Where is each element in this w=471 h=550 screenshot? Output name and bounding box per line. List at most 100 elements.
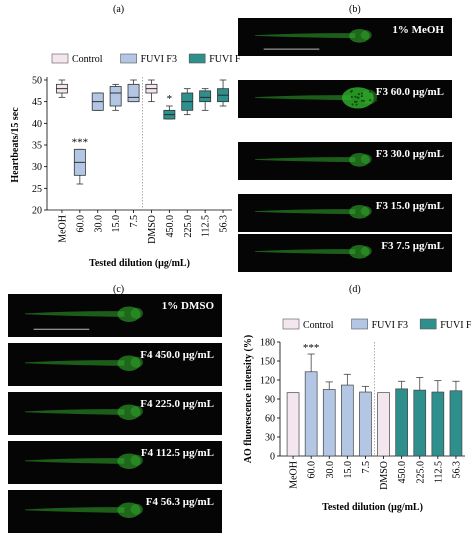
legend-swatch (52, 54, 68, 63)
x-tick-label: 56.3 (451, 461, 462, 479)
y-tick-label: 90 (265, 395, 275, 406)
bar-15.0 (341, 385, 353, 456)
y-tick-label: 20 (32, 206, 42, 217)
y-axis-label: AO fluorescence intensity (%) (243, 335, 254, 463)
x-tick-label: DMSO (379, 461, 390, 490)
x-tick-label: 15.0 (111, 215, 122, 233)
box-60.0 (74, 149, 85, 184)
legend-label: FUVI F3 (141, 54, 177, 65)
box-56.3 (218, 80, 229, 106)
y-tick-label: 60 (265, 414, 275, 425)
micrograph-1: 1% DMSO (8, 294, 222, 337)
significance-mark: *** (72, 136, 89, 148)
panel-letter-b: (b) (349, 4, 361, 15)
micrograph-label: F4 56.3 μg/mL (146, 496, 214, 508)
y-axis-label: Heartbeats/15 sec (10, 107, 21, 183)
micrograph-2: F4 450.0 μg/mL (8, 343, 222, 386)
micrograph-label: F3 15.0 μg/mL (376, 200, 444, 212)
x-tick-label: MeOH (289, 461, 300, 489)
box-MeOH (56, 80, 67, 97)
x-tick-label: 30.0 (325, 461, 336, 479)
legend: Control FUVI F3 FUVI F4 (52, 54, 240, 65)
legend-swatch (283, 319, 299, 329)
bar-225.0 (414, 390, 426, 456)
legend-label: FUVI F3 (372, 320, 408, 331)
bar-450.0 (396, 389, 408, 456)
micrograph-3: F4 225.0 μg/mL (8, 392, 222, 435)
x-tick-label: 112.5 (433, 461, 444, 483)
bar-112.5 (432, 392, 444, 456)
box-15.0 (110, 84, 121, 110)
legend-swatch (189, 54, 205, 63)
micrograph-label: 1% MeOH (392, 24, 444, 36)
legend-label: Control (72, 54, 103, 65)
micrograph-label: F4 450.0 μg/mL (140, 349, 214, 361)
box-450.0 (164, 106, 175, 119)
x-tick-label: 60.0 (75, 215, 86, 233)
micrograph-3: F3 30.0 μg/mL (238, 142, 452, 180)
box-body (200, 91, 211, 102)
y-tick-label: 30 (32, 162, 42, 173)
legend-label: FUVI F4 (209, 54, 240, 65)
y-tick-label: 50 (32, 76, 42, 87)
bar-7.5 (359, 392, 371, 456)
x-tick-label: 112.5 (201, 215, 212, 237)
x-axis-label: Tested dilution (μg/mL) (89, 258, 190, 269)
significance-mark: *** (303, 342, 320, 354)
y-tick-label: 45 (32, 97, 42, 108)
bar-30.0 (323, 390, 335, 457)
micrograph-2: F3 60.0 μg/mL (238, 80, 452, 118)
bar-DMSO (378, 393, 390, 456)
x-tick-label: 450.0 (165, 215, 176, 238)
legend-label: Control (303, 320, 334, 331)
micrograph-label: F3 7.5 μg/mL (381, 240, 444, 252)
x-tick-label: 30.0 (93, 215, 104, 233)
micrograph-label: F4 225.0 μg/mL (140, 398, 214, 410)
legend: Control FUVI F3 FUVI F4 (283, 319, 471, 331)
heartbeat-boxplot: Control FUVI F3 FUVI F4 20 25 30 35 40 45 50 Heart… (0, 18, 240, 273)
x-axis-label: Tested dilution (μg/mL) (322, 502, 423, 513)
y-tick-label: 35 (32, 141, 42, 152)
x-tick-label: 56.3 (219, 215, 230, 233)
panel-letter-a: (a) (113, 4, 124, 15)
bar-60.0 (305, 372, 317, 456)
micrograph-label: 1% DMSO (162, 300, 214, 312)
micrograph-4: F4 112.5 μg/mL (8, 441, 222, 484)
legend-swatch (420, 319, 436, 329)
y-tick-label: 150 (260, 357, 275, 368)
x-tick-label: 7.5 (361, 461, 372, 474)
bar-MeOH (287, 393, 299, 456)
micrograph-label: F3 60.0 μg/mL (376, 86, 444, 98)
legend-label: FUVI F4 (440, 320, 471, 331)
significance-mark: * (167, 93, 173, 105)
x-tick-label: DMSO (147, 215, 158, 244)
legend-swatch (352, 319, 368, 329)
box-30.0 (92, 93, 103, 110)
y-tick-label: 30 (265, 433, 275, 444)
bar-56.3 (450, 391, 462, 456)
micrograph-4: F3 15.0 μg/mL (238, 194, 452, 232)
x-tick-label: MeOH (57, 215, 68, 243)
x-tick-label: 15.0 (343, 461, 354, 479)
y-tick-label: 40 (32, 119, 42, 130)
x-tick-label: 225.0 (415, 461, 426, 484)
ao-fluorescence-barchart: Control FUVI F3 FUVI F4 0 30 60 90 120 150 180 AO … (233, 300, 471, 550)
y-tick-label: 25 (32, 184, 42, 195)
box-body (128, 84, 139, 101)
y-tick-label: 0 (270, 452, 275, 463)
micrograph-5: F3 7.5 μg/mL (238, 234, 452, 272)
y-tick-label: 180 (260, 338, 275, 349)
y-tick-label: 120 (260, 376, 275, 387)
panel-letter-d: (d) (349, 284, 361, 295)
x-tick-label: 450.0 (397, 461, 408, 484)
micrograph-5: F4 56.3 μg/mL (8, 490, 222, 533)
x-tick-label: 60.0 (307, 461, 318, 479)
legend-swatch (121, 54, 137, 63)
x-tick-label: 7.5 (129, 215, 140, 228)
box-112.5 (200, 89, 211, 111)
micrograph-label: F3 30.0 μg/mL (376, 148, 444, 160)
micrograph-label: F4 112.5 μg/mL (141, 447, 214, 459)
box-225.0 (182, 89, 193, 115)
box-DMSO (146, 80, 157, 102)
box-7.5 (128, 80, 139, 102)
